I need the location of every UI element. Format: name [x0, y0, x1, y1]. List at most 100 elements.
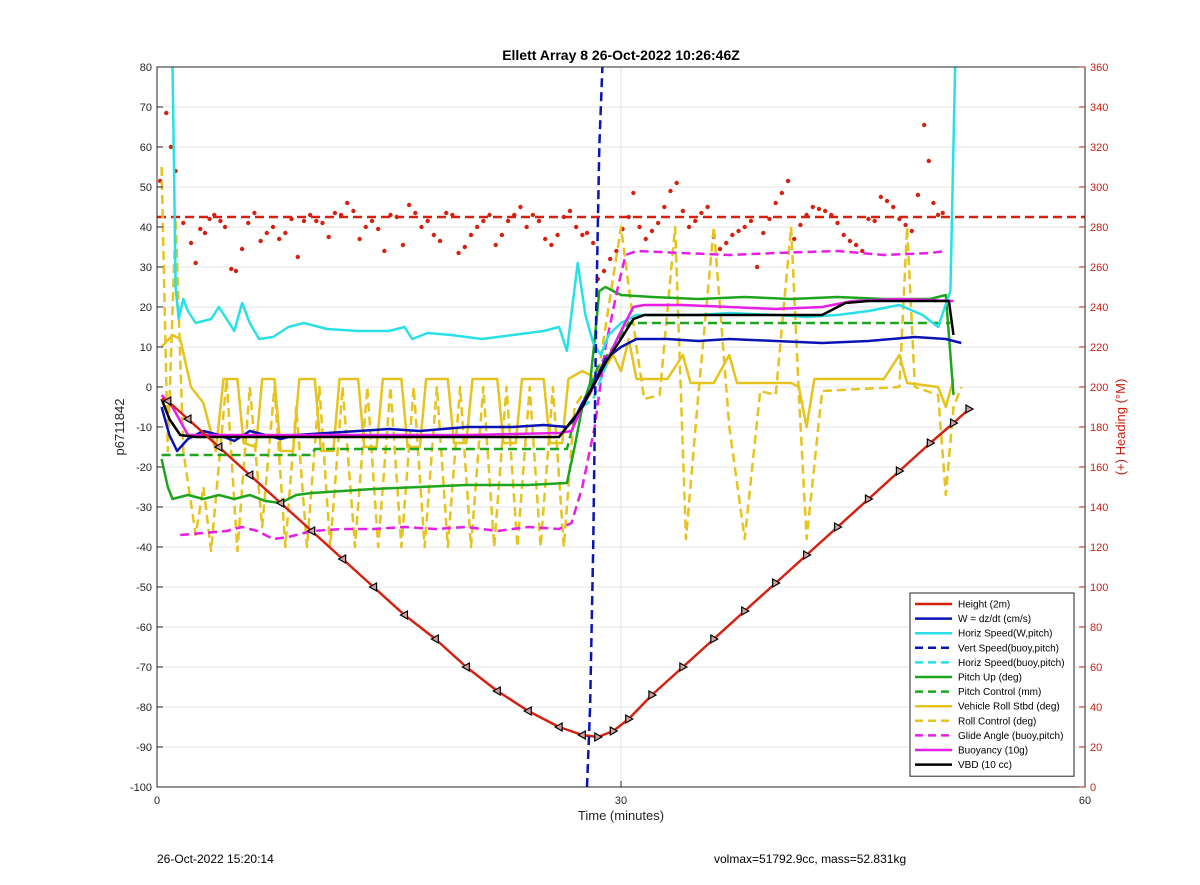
legend-label: Glide Angle (buoy,pitch)	[958, 731, 1063, 742]
height-marker	[772, 577, 781, 589]
heading-point	[444, 210, 449, 216]
heading-point	[931, 200, 936, 206]
heading-point	[705, 204, 710, 210]
heading-point	[699, 210, 704, 216]
heading-point	[847, 238, 853, 244]
legend-label: VBD (10 cc)	[958, 760, 1012, 771]
height-marker	[594, 731, 604, 743]
heading-point	[643, 236, 648, 242]
heading-point	[543, 236, 548, 242]
heading-point	[357, 236, 362, 242]
heading-point	[207, 216, 212, 222]
heading-point	[580, 232, 585, 238]
heading-point	[573, 224, 579, 230]
heading-point	[561, 214, 566, 220]
y-tick-label: -80	[136, 702, 152, 714]
height-marker	[864, 493, 874, 505]
heading-point	[754, 264, 760, 270]
heading-point	[264, 230, 270, 236]
heading-point	[320, 220, 325, 226]
heading-point	[456, 250, 461, 256]
height-marker	[965, 403, 975, 415]
heading-point	[375, 226, 381, 232]
heading-point	[406, 202, 412, 208]
height-marker	[430, 633, 439, 645]
y-tick-label: -40	[136, 542, 152, 554]
heading-point	[935, 212, 941, 218]
heading-point	[686, 224, 692, 230]
heading-point	[499, 232, 505, 238]
heading-point	[730, 232, 735, 238]
legend-label: Height (2m)	[958, 600, 1010, 611]
x-tick-label: 60	[1079, 795, 1091, 807]
heading-point	[785, 178, 791, 184]
series-line	[160, 333, 955, 453]
heading-point	[450, 212, 455, 218]
height-marker	[492, 685, 501, 697]
heading-point	[717, 246, 723, 252]
axis-ticks: -100-90-80-70-60-50-40-30-20-10010203040…	[130, 62, 1108, 807]
y-tick-label: 10	[140, 342, 152, 354]
y-tick-label: 60	[140, 142, 152, 154]
heading-point	[505, 218, 511, 224]
heading-point	[897, 216, 902, 222]
y2-tick-label: 340	[1090, 102, 1108, 114]
heading-point	[555, 232, 560, 238]
y2-tick-label: 120	[1090, 542, 1108, 554]
chart-title: Ellett Array 8 26-Oct-2022 10:26:46Z	[502, 47, 740, 63]
height-marker	[833, 521, 843, 533]
x-tick-label: 30	[615, 795, 627, 807]
heading-point	[878, 194, 884, 200]
heading-point	[301, 218, 307, 224]
heading-point	[835, 220, 840, 226]
heading-point	[909, 228, 914, 234]
heading-point	[810, 204, 815, 210]
heading-point	[798, 222, 803, 228]
legend-label: Buoyancy (10g)	[958, 746, 1028, 757]
height-marker	[625, 713, 634, 725]
heading-point	[829, 212, 834, 218]
height-marker	[399, 609, 409, 621]
heading-point	[860, 248, 865, 254]
height-marker	[926, 437, 936, 449]
heading-point	[940, 210, 945, 216]
heading-point	[307, 212, 313, 218]
y2-tick-label: 20	[1090, 742, 1102, 754]
legend-label: Horiz Speed(W,pitch)	[958, 629, 1052, 640]
y2-tick-label: 220	[1090, 342, 1108, 354]
y2-tick-label: 320	[1090, 142, 1108, 154]
heading-point	[295, 254, 300, 260]
y2-tick-label: 100	[1090, 582, 1108, 594]
y2-tick-label: 140	[1090, 502, 1108, 514]
height-marker	[522, 705, 532, 717]
heading-point	[338, 212, 344, 218]
y2-tick-label: 200	[1090, 382, 1108, 394]
y-tick-label: -100	[130, 782, 152, 794]
heading-point	[218, 218, 223, 224]
y-tick-label: 40	[140, 222, 152, 234]
heading-point	[567, 208, 573, 214]
height-marker	[803, 549, 812, 561]
y-tick-label: -60	[136, 622, 152, 634]
y-tick-label: -10	[136, 422, 152, 434]
heading-point	[866, 216, 871, 222]
heading-point	[891, 204, 896, 210]
heading-point	[626, 214, 631, 220]
heading-point	[584, 230, 590, 236]
y2-tick-label: 240	[1090, 302, 1108, 314]
y-tick-label: 50	[140, 182, 152, 194]
heading-point	[723, 240, 729, 246]
legend-label: Vehicle Roll Stbd (deg)	[958, 702, 1060, 713]
heading-point	[270, 224, 276, 230]
series-line	[160, 285, 955, 505]
legend-label: Pitch Up (deg)	[958, 673, 1022, 684]
height-marker	[577, 729, 586, 741]
plot-area	[157, 67, 1085, 787]
heading-point	[607, 256, 613, 262]
heading-point	[524, 224, 529, 230]
height-marker	[306, 525, 316, 537]
heading-point	[841, 232, 846, 238]
heading-point	[736, 228, 741, 234]
height-marker	[337, 553, 347, 565]
y2-tick-label: 280	[1090, 222, 1108, 234]
